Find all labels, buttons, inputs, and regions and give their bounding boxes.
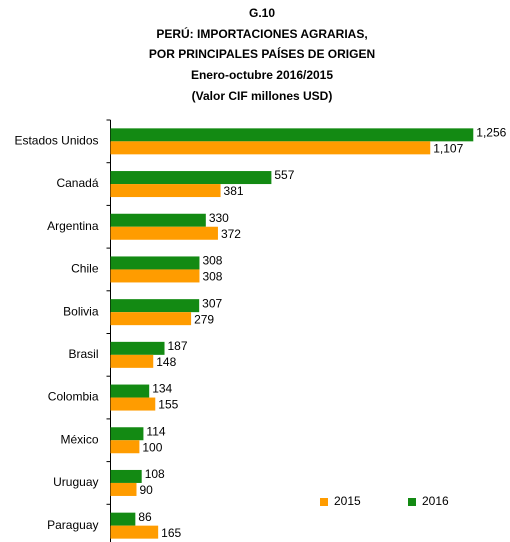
bar [110, 427, 144, 441]
value-label: 308 [202, 270, 222, 284]
legend-label: 2015 [334, 494, 361, 508]
bar [110, 397, 156, 411]
value-label: 279 [194, 312, 214, 326]
bar [110, 213, 206, 227]
value-label: 148 [156, 355, 176, 369]
legend-swatch [320, 498, 328, 506]
value-label: 307 [202, 296, 222, 310]
legend-label: 2016 [422, 494, 449, 508]
bar [110, 482, 137, 496]
bar [110, 341, 165, 355]
value-label: 187 [168, 339, 188, 353]
bar [110, 184, 221, 198]
value-label: 86 [138, 510, 152, 524]
value-label: 90 [139, 483, 153, 497]
bar [110, 141, 431, 155]
y-tick-label: Canadá [56, 176, 98, 190]
value-label: 1,107 [433, 142, 463, 156]
y-tick-label: Brasil [68, 347, 98, 361]
legend-swatch [408, 498, 416, 506]
bar [110, 512, 136, 526]
bar [110, 171, 272, 185]
chart-title: (Valor CIF millones USD) [192, 89, 333, 103]
value-label: 165 [161, 526, 181, 540]
y-tick-label: Colombia [48, 390, 99, 404]
value-label: 330 [209, 211, 229, 225]
value-label: 381 [224, 184, 244, 198]
bar [110, 384, 150, 398]
bar [110, 269, 200, 283]
chart-title: POR PRINCIPALES PAÍSES DE ORIGEN [149, 46, 375, 61]
y-tick-label: Argentina [47, 219, 99, 233]
value-label: 557 [274, 168, 294, 182]
value-label: 372 [221, 227, 241, 241]
y-tick-label: Chile [71, 262, 99, 276]
bar [110, 226, 218, 240]
y-tick-label: México [60, 432, 98, 446]
chart-title: Enero-octubre 2016/2015 [191, 68, 333, 82]
value-label: 108 [145, 467, 165, 481]
value-label: 100 [142, 440, 162, 454]
value-label: 114 [146, 424, 165, 438]
bar [110, 312, 192, 326]
bar [110, 354, 154, 368]
y-tick-label: Bolivia [63, 304, 99, 318]
value-label: 1,256 [476, 126, 506, 140]
bar [110, 440, 140, 454]
bar [110, 128, 474, 142]
value-label: 155 [158, 398, 178, 412]
bar [110, 299, 200, 313]
value-label: 308 [202, 254, 222, 268]
bar [110, 469, 142, 483]
chart-title: PERÚ: IMPORTACIONES AGRARIAS, [156, 26, 367, 41]
y-tick-label: Estados Unidos [14, 134, 98, 148]
value-label: 134 [152, 382, 172, 396]
bar [110, 256, 200, 270]
bar [110, 525, 159, 539]
chart-title: G.10 [249, 6, 275, 20]
y-tick-label: Uruguay [53, 475, 98, 489]
y-tick-label: Paraguay [47, 518, 98, 532]
